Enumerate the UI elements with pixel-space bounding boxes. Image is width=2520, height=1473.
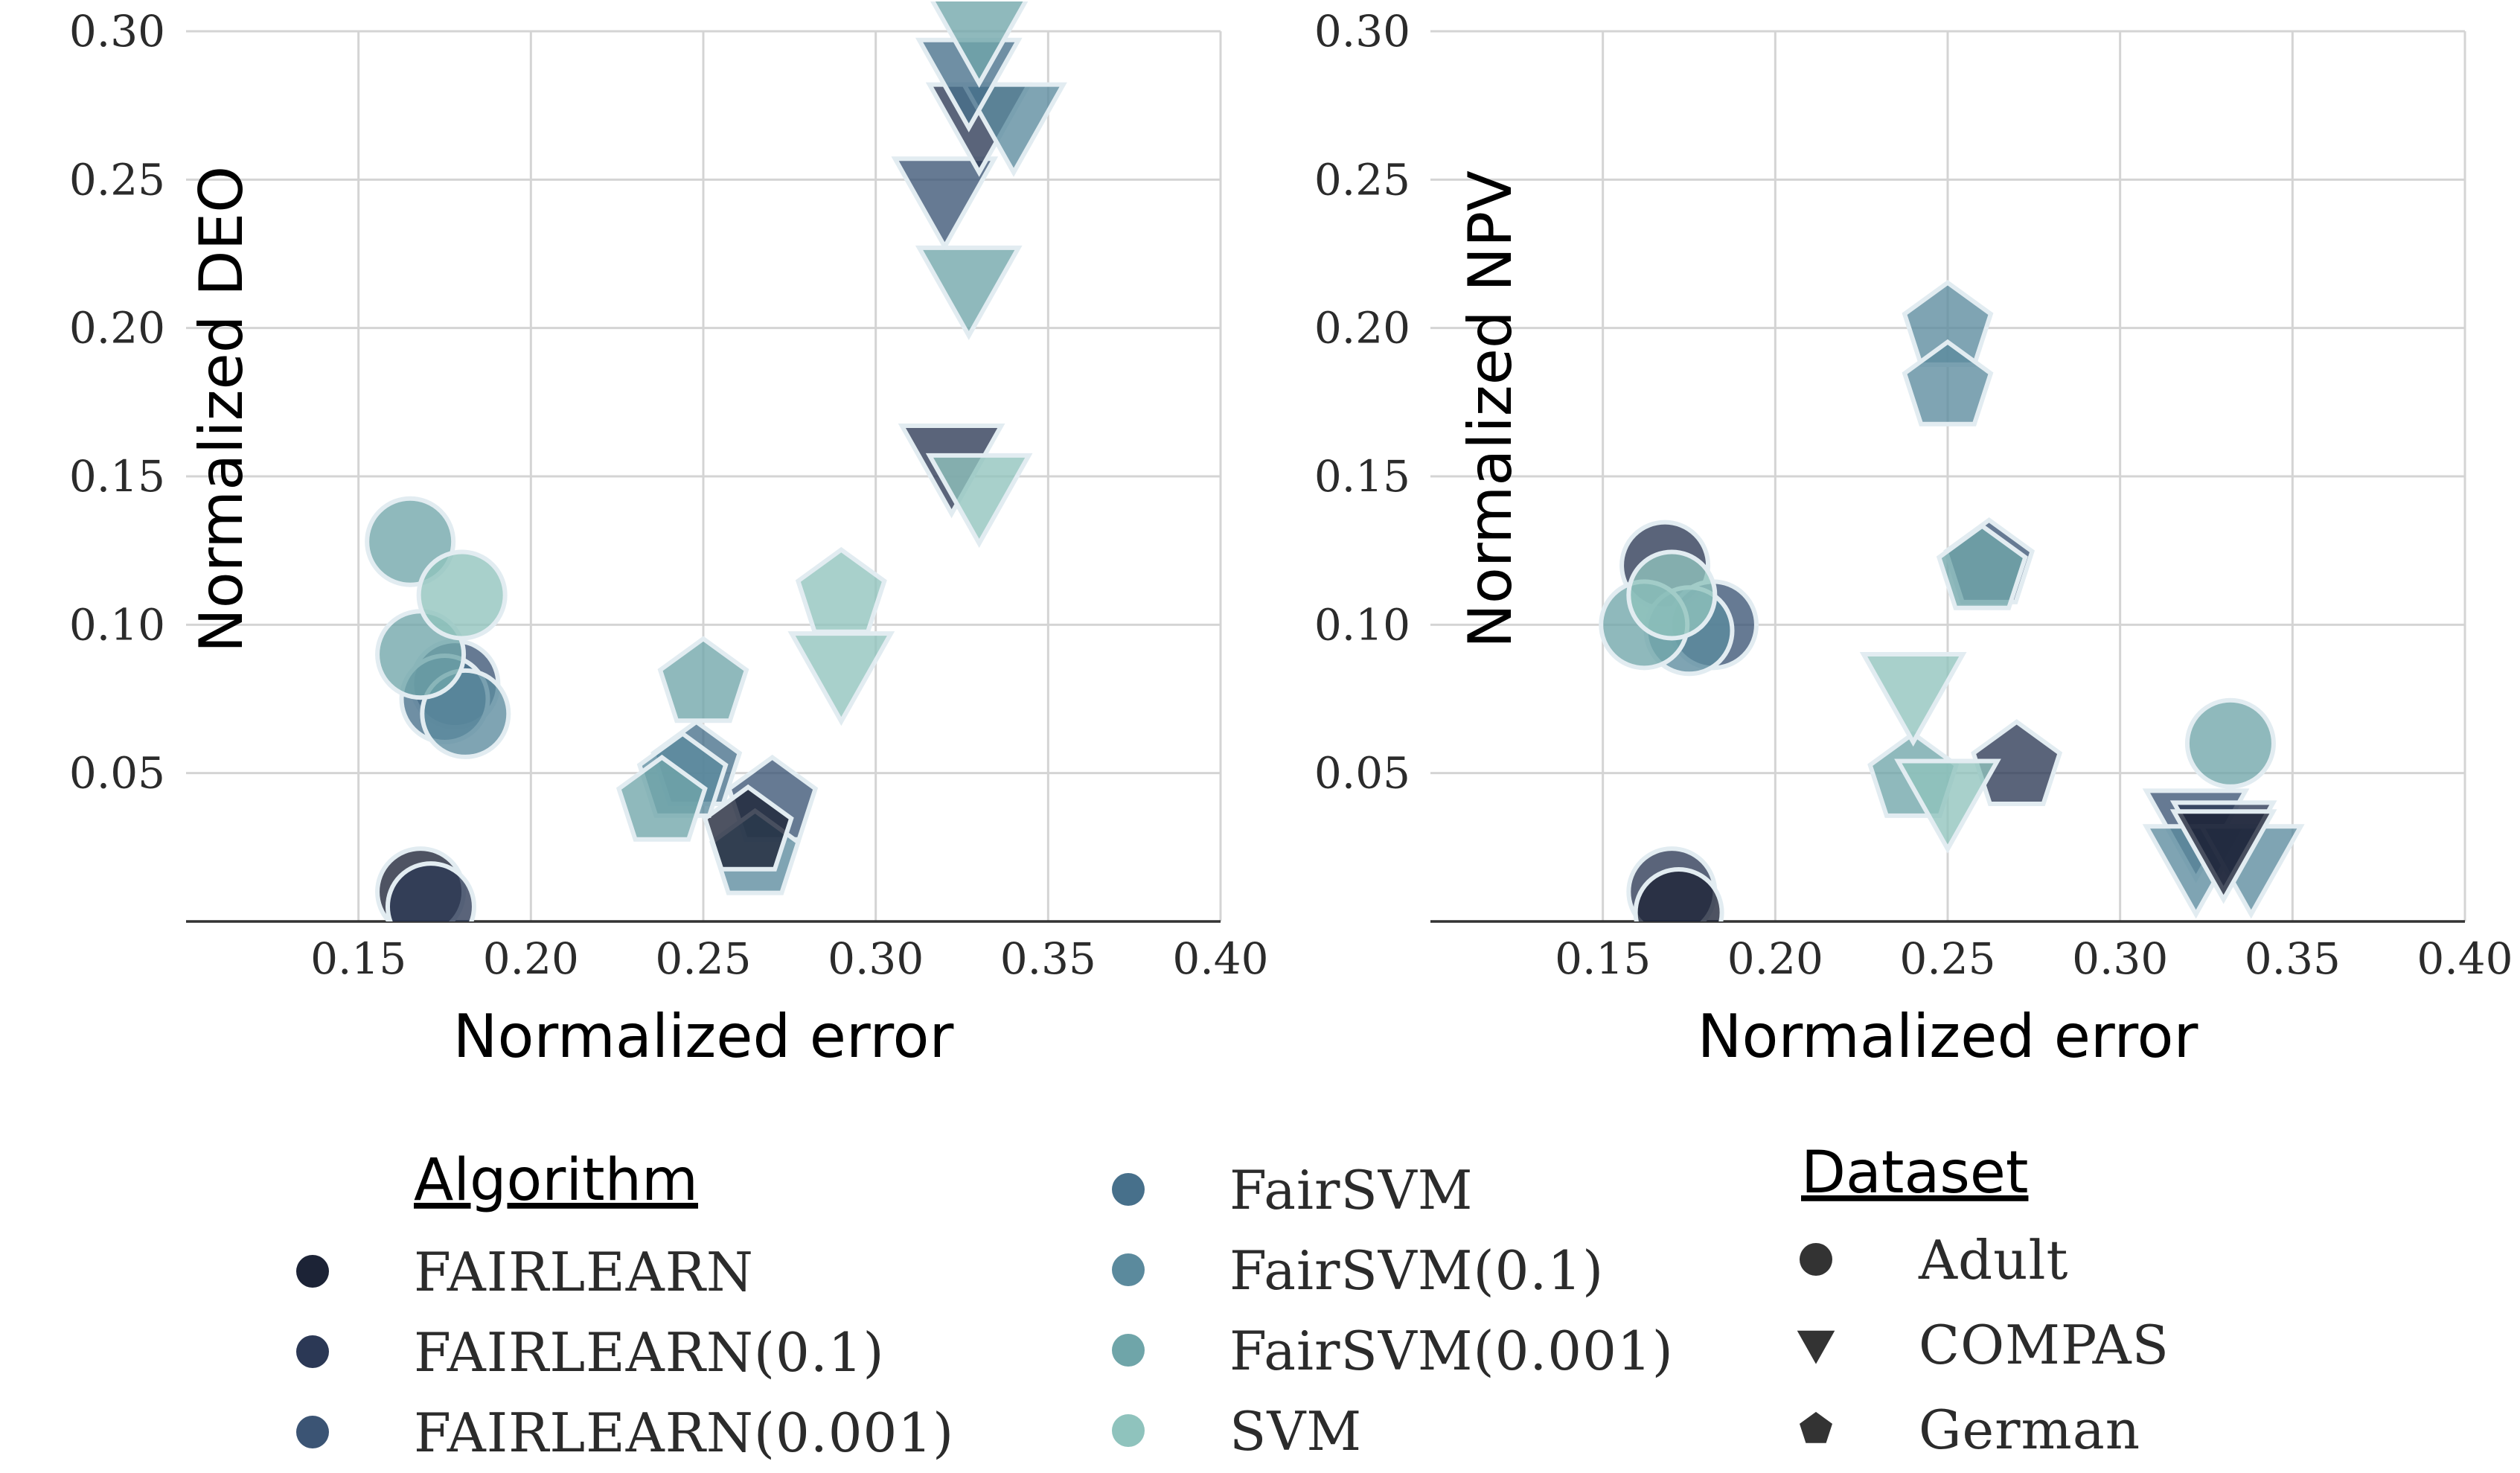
point-compas-svm [1894, 758, 2001, 854]
point-compas-svm [1859, 652, 1967, 747]
x-tick-label: 0.20 [483, 933, 579, 984]
point-german-fairsvm0001 [657, 636, 749, 723]
legend-label-fairsvm01: FairSVM(0.1) [1229, 1239, 1604, 1302]
y-axis-label: Normalized DEO [187, 166, 256, 653]
legend-marker-fairsvm [1112, 1173, 1145, 1206]
panel-npv: 0.15 0.20 0.25 0.30 0.35 0.40 0.05 0.10 0.15 0.20… [1314, 6, 2513, 1071]
legend-marker-adult [1800, 1243, 1832, 1276]
legend-label-fairsvm0001: FairSVM(0.001) [1229, 1320, 1674, 1382]
point-adult-svm [1626, 549, 1718, 641]
legend-marker-german [1800, 1411, 1832, 1443]
legend-label-svm: SVM [1229, 1400, 1362, 1463]
point-german-fairsvm0001 [615, 754, 708, 842]
point-compas-fairsvm01 [960, 82, 1067, 177]
y-tick-label: 0.30 [69, 6, 165, 57]
legend-algorithm-title: Algorithm [414, 1147, 698, 1214]
y-tick-label: 0.10 [69, 599, 165, 650]
point-german-fairlearn01 [1971, 719, 2063, 806]
legend-label-fairlearn01: FAIRLEARN(0.1) [414, 1321, 885, 1384]
legend-label-adult: Adult [1918, 1229, 2068, 1291]
point-adult-fairlearn01 [385, 861, 476, 921]
x-tick-label: 0.30 [828, 933, 924, 984]
point-compas-svm [925, 453, 1033, 549]
legend-label-compas: COMPAS [1919, 1314, 2169, 1376]
x-tick-label: 0.25 [655, 933, 751, 984]
point-compas-fairsvm0001 [915, 245, 1023, 341]
x-axis-label: Normalized error [453, 1002, 954, 1071]
legend-label-fairlearn0001: FAIRLEARN(0.001) [414, 1402, 954, 1464]
legend-label-german: German [1919, 1399, 2140, 1461]
y-axis-label: Normalized NPV [1456, 170, 1525, 648]
legend-marker-fairsvm0001 [1112, 1334, 1145, 1367]
y-tick-label: 0.05 [1314, 748, 1410, 799]
point-compas-fairlearn0001 [891, 156, 999, 252]
x-tick-label: 0.30 [2072, 933, 2168, 984]
point-adult-svm [416, 549, 508, 641]
point-german-svm [795, 546, 887, 634]
panel-deo: 0.15 0.20 0.25 0.30 0.35 0.40 0.05 0.10 0.15 0.20… [69, 1, 1269, 1071]
legend-dataset-title: Dataset [1801, 1140, 2028, 1207]
legend-marker-fairlearn [296, 1255, 329, 1288]
x-tick-label: 0.15 [1555, 933, 1651, 984]
y-tick-label: 0.15 [1314, 451, 1410, 502]
point-compas-fairsvm0001 [930, 1, 1029, 89]
x-tick-label: 0.25 [1899, 933, 1995, 984]
y-tick-label: 0.20 [69, 303, 165, 354]
point-german-fairsvm01 [1902, 339, 1994, 426]
x-tick-label: 0.40 [1172, 933, 1268, 984]
legend: Algorithm Dataset FAIRLEARN FAIRLEARN(0.1… [296, 1140, 2169, 1464]
legend-marker-fairlearn0001 [296, 1416, 329, 1448]
legend-marker-compas [1797, 1330, 1835, 1364]
legend-label-fairsvm: FairSVM [1229, 1159, 1473, 1221]
point-compas-fairlearn [2169, 809, 2277, 904]
points-layer [365, 1, 1067, 921]
y-tick-label: 0.15 [69, 451, 165, 502]
x-tick-label: 0.35 [2245, 933, 2341, 984]
y-tick-label: 0.25 [1314, 154, 1410, 205]
legend-marker-svm [1112, 1414, 1145, 1447]
y-tick-label: 0.25 [69, 154, 165, 205]
y-tick-label: 0.05 [69, 748, 165, 799]
x-axis-label: Normalized error [1698, 1002, 2198, 1071]
point-german-fairsvm0001 [1936, 523, 2028, 610]
x-tick-label: 0.15 [310, 933, 406, 984]
legend-marker-fairlearn01 [296, 1335, 329, 1368]
legend-marker-fairsvm01 [1112, 1253, 1145, 1286]
legend-label-fairlearn: FAIRLEARN [414, 1241, 754, 1303]
x-tick-label: 0.20 [1727, 933, 1823, 984]
x-tick-label: 0.35 [1000, 933, 1096, 984]
point-adult-fairsvm0001 [2184, 697, 2276, 789]
x-tick-label: 0.40 [2417, 933, 2513, 984]
point-adult-fairlearn [1633, 867, 1724, 921]
points-layer [1599, 280, 2305, 921]
point-compas-svm [787, 631, 895, 726]
y-tick-label: 0.20 [1314, 303, 1410, 354]
y-tick-label: 0.30 [1314, 6, 1410, 57]
y-tick-label: 0.10 [1314, 599, 1410, 650]
